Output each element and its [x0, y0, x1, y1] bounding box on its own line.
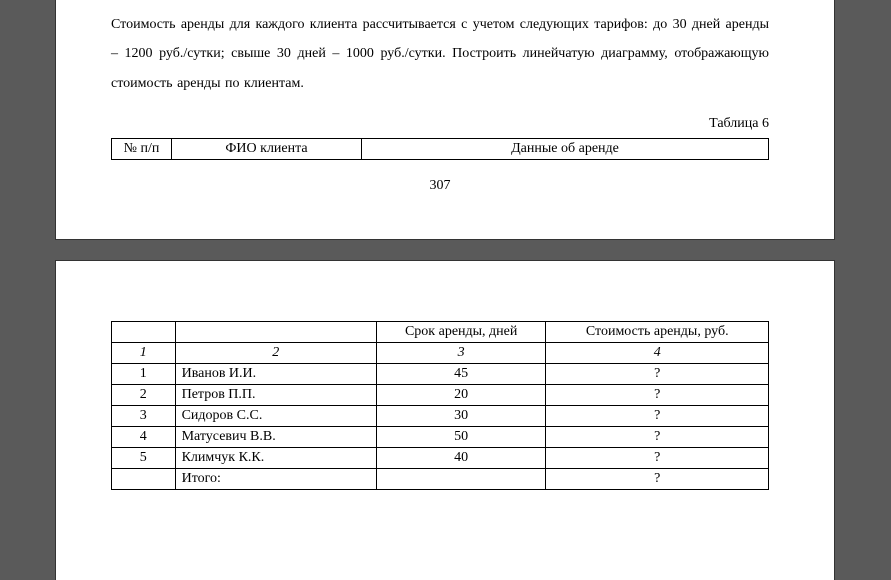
table-row: 5 Климчук К.К. 40 ? — [112, 448, 769, 469]
row-num: 1 — [112, 364, 176, 385]
page-gap — [0, 240, 891, 260]
row-num: 4 — [112, 427, 176, 448]
row-cost: ? — [546, 385, 769, 406]
row-cost: ? — [546, 448, 769, 469]
row-days: 20 — [376, 385, 546, 406]
row-fio: Климчук К.К. — [175, 448, 376, 469]
subheader-empty-2 — [175, 322, 376, 343]
row-days: 45 — [376, 364, 546, 385]
row-days: 40 — [376, 448, 546, 469]
header-col-data: Данные об аренде — [362, 139, 769, 160]
header-col-number: № п/п — [112, 139, 172, 160]
index-3: 3 — [376, 343, 546, 364]
page-bottom-section: Срок аренды, дней Стоимость аренды, руб.… — [55, 260, 835, 580]
subheader-empty-1 — [112, 322, 176, 343]
data-table: Срок аренды, дней Стоимость аренды, руб.… — [111, 321, 769, 490]
page-top-section: Стоимость аренды для каждого клиента рас… — [55, 0, 835, 240]
total-value: ? — [546, 469, 769, 490]
index-1: 1 — [112, 343, 176, 364]
row-days: 30 — [376, 406, 546, 427]
page-number: 307 — [111, 178, 769, 194]
row-num: 3 — [112, 406, 176, 427]
total-row: Итого: ? — [112, 469, 769, 490]
total-empty — [112, 469, 176, 490]
row-cost: ? — [546, 427, 769, 448]
row-cost: ? — [546, 364, 769, 385]
row-num: 5 — [112, 448, 176, 469]
row-fio: Иванов И.И. — [175, 364, 376, 385]
row-fio: Матусевич В.В. — [175, 427, 376, 448]
index-2: 2 — [175, 343, 376, 364]
subheader-row: Срок аренды, дней Стоимость аренды, руб. — [112, 322, 769, 343]
table-row: 1 Иванов И.И. 45 ? — [112, 364, 769, 385]
table-row: 3 Сидоров С.С. 30 ? — [112, 406, 769, 427]
subheader-days: Срок аренды, дней — [376, 322, 546, 343]
table-row: 2 Петров П.П. 20 ? — [112, 385, 769, 406]
row-num: 2 — [112, 385, 176, 406]
task-paragraph: Стоимость аренды для каждого клиента рас… — [111, 10, 769, 98]
total-days-empty — [376, 469, 546, 490]
table-label: Таблица 6 — [111, 116, 769, 132]
index-4: 4 — [546, 343, 769, 364]
table-header-row: № п/п ФИО клиента Данные об аренде — [112, 139, 769, 160]
index-row: 1 2 3 4 — [112, 343, 769, 364]
total-label: Итого: — [175, 469, 376, 490]
table-header-top: № п/п ФИО клиента Данные об аренде — [111, 138, 769, 160]
row-cost: ? — [546, 406, 769, 427]
subheader-cost: Стоимость аренды, руб. — [546, 322, 769, 343]
row-fio: Сидоров С.С. — [175, 406, 376, 427]
header-col-fio: ФИО клиента — [172, 139, 362, 160]
row-fio: Петров П.П. — [175, 385, 376, 406]
row-days: 50 — [376, 427, 546, 448]
table-row: 4 Матусевич В.В. 50 ? — [112, 427, 769, 448]
